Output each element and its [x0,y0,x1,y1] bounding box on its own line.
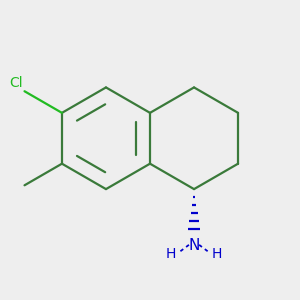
Text: H: H [212,247,222,261]
Text: H: H [166,247,176,261]
Text: Cl: Cl [9,76,22,90]
Text: N: N [188,238,200,253]
